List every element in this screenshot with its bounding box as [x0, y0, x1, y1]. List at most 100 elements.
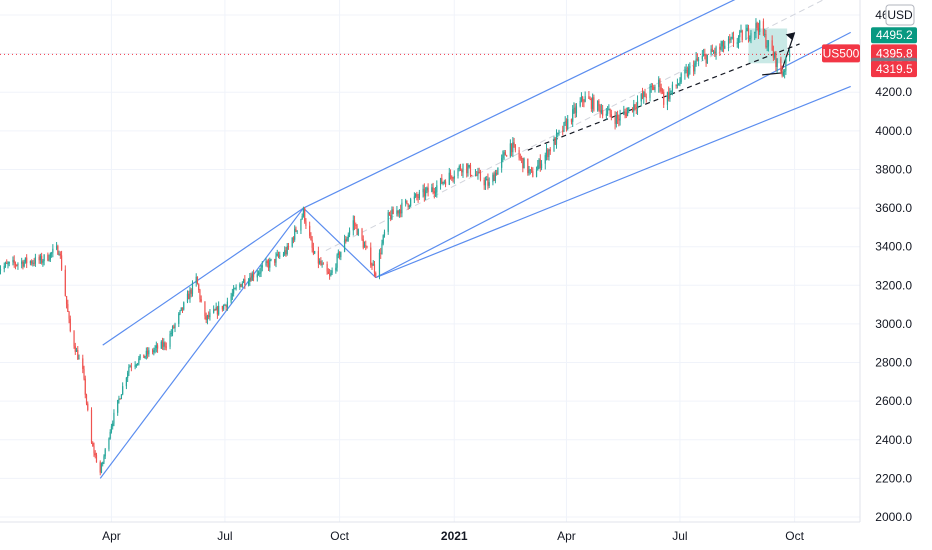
- candle: [618, 114, 620, 127]
- candle-body: [653, 86, 655, 90]
- candle-body: [461, 169, 463, 173]
- candle: [503, 149, 505, 160]
- candle-body: [78, 358, 80, 360]
- price-badge-label: 4319.5: [876, 62, 913, 76]
- candle-body: [224, 304, 226, 306]
- candle: [468, 164, 470, 169]
- x-tick-label: Oct: [785, 529, 804, 543]
- candle: [679, 77, 681, 87]
- candle-body: [772, 50, 775, 58]
- candle-body: [206, 315, 209, 320]
- candle: [478, 167, 480, 174]
- candle: [436, 180, 438, 198]
- candle-body: [746, 27, 748, 31]
- candle: [785, 56, 787, 75]
- candle: [277, 251, 280, 259]
- candle-body: [39, 255, 41, 261]
- candle-body: [731, 37, 733, 39]
- candle: [160, 340, 162, 349]
- candle: [564, 116, 566, 126]
- candle-body: [173, 326, 175, 328]
- candle-body: [407, 203, 409, 207]
- candle-body: [286, 245, 288, 255]
- candle-body: [466, 163, 468, 174]
- price-axis[interactable]: 4600.04400.04200.04000.03800.03600.03400…: [875, 8, 912, 524]
- candle-body: [406, 200, 408, 204]
- candle: [686, 66, 688, 78]
- candle: [57, 244, 59, 255]
- candle-body: [244, 279, 246, 285]
- candle: [469, 162, 472, 177]
- candle-body: [448, 172, 450, 185]
- candle: [396, 205, 398, 217]
- candle-body: [312, 247, 314, 254]
- candle: [631, 107, 634, 113]
- candle: [282, 251, 285, 257]
- candle: [321, 260, 323, 268]
- candle-body: [353, 220, 356, 225]
- candle-body: [670, 90, 672, 92]
- candle-body: [669, 91, 671, 99]
- candle: [705, 53, 707, 67]
- candle-body: [300, 219, 302, 231]
- candle: [309, 221, 311, 239]
- candle-body: [631, 107, 634, 112]
- candle-body: [186, 293, 189, 303]
- candle-body: [347, 234, 349, 239]
- candle: [113, 409, 115, 427]
- candle: [274, 258, 276, 266]
- candle-body: [265, 261, 267, 266]
- candle-body: [479, 172, 482, 180]
- candle-body: [439, 178, 442, 186]
- candle-body: [422, 188, 424, 193]
- candle: [698, 56, 700, 67]
- candle-body: [685, 69, 687, 71]
- candle-body: [242, 279, 245, 283]
- candle-body: [381, 243, 383, 254]
- candle-body: [635, 107, 637, 109]
- candle-body: [553, 138, 555, 152]
- x-tick-label: 2021: [441, 529, 468, 543]
- candle: [261, 261, 263, 272]
- candle-body: [539, 159, 541, 169]
- candle-body: [200, 299, 202, 302]
- candle-body: [190, 289, 192, 294]
- candle-body: [755, 23, 757, 32]
- candle-body: [322, 263, 324, 265]
- candle: [75, 347, 78, 352]
- candle-body: [514, 144, 516, 151]
- candle-body: [650, 86, 652, 88]
- candle: [65, 295, 68, 309]
- candle-body: [260, 267, 262, 273]
- candle-body: [189, 289, 191, 300]
- currency-badge[interactable]: USD: [885, 4, 915, 26]
- candle-body: [371, 265, 373, 267]
- candle: [479, 169, 482, 182]
- candle: [387, 209, 389, 235]
- candle-body: [573, 107, 575, 110]
- candle: [401, 199, 403, 218]
- candle: [366, 245, 368, 249]
- candle-body: [83, 368, 85, 379]
- candle-body: [424, 190, 427, 197]
- candle: [311, 236, 313, 253]
- candle-body: [592, 97, 594, 109]
- candle: [767, 40, 770, 52]
- candle: [784, 68, 786, 79]
- time-axis[interactable]: Apr Jul Oct 2021 Apr Jul Oct: [102, 529, 804, 543]
- candle: [244, 275, 246, 290]
- candle: [12, 256, 14, 266]
- candle: [39, 253, 41, 264]
- candle: [189, 286, 191, 303]
- candle: [285, 247, 287, 257]
- candle-body: [567, 119, 569, 129]
- candle-body: [231, 293, 233, 297]
- candle-body: [87, 403, 89, 410]
- candle-body: [663, 91, 665, 105]
- candle: [340, 251, 342, 261]
- candle: [380, 247, 382, 259]
- candle: [640, 93, 642, 107]
- candle: [139, 354, 141, 361]
- candle: [729, 34, 731, 44]
